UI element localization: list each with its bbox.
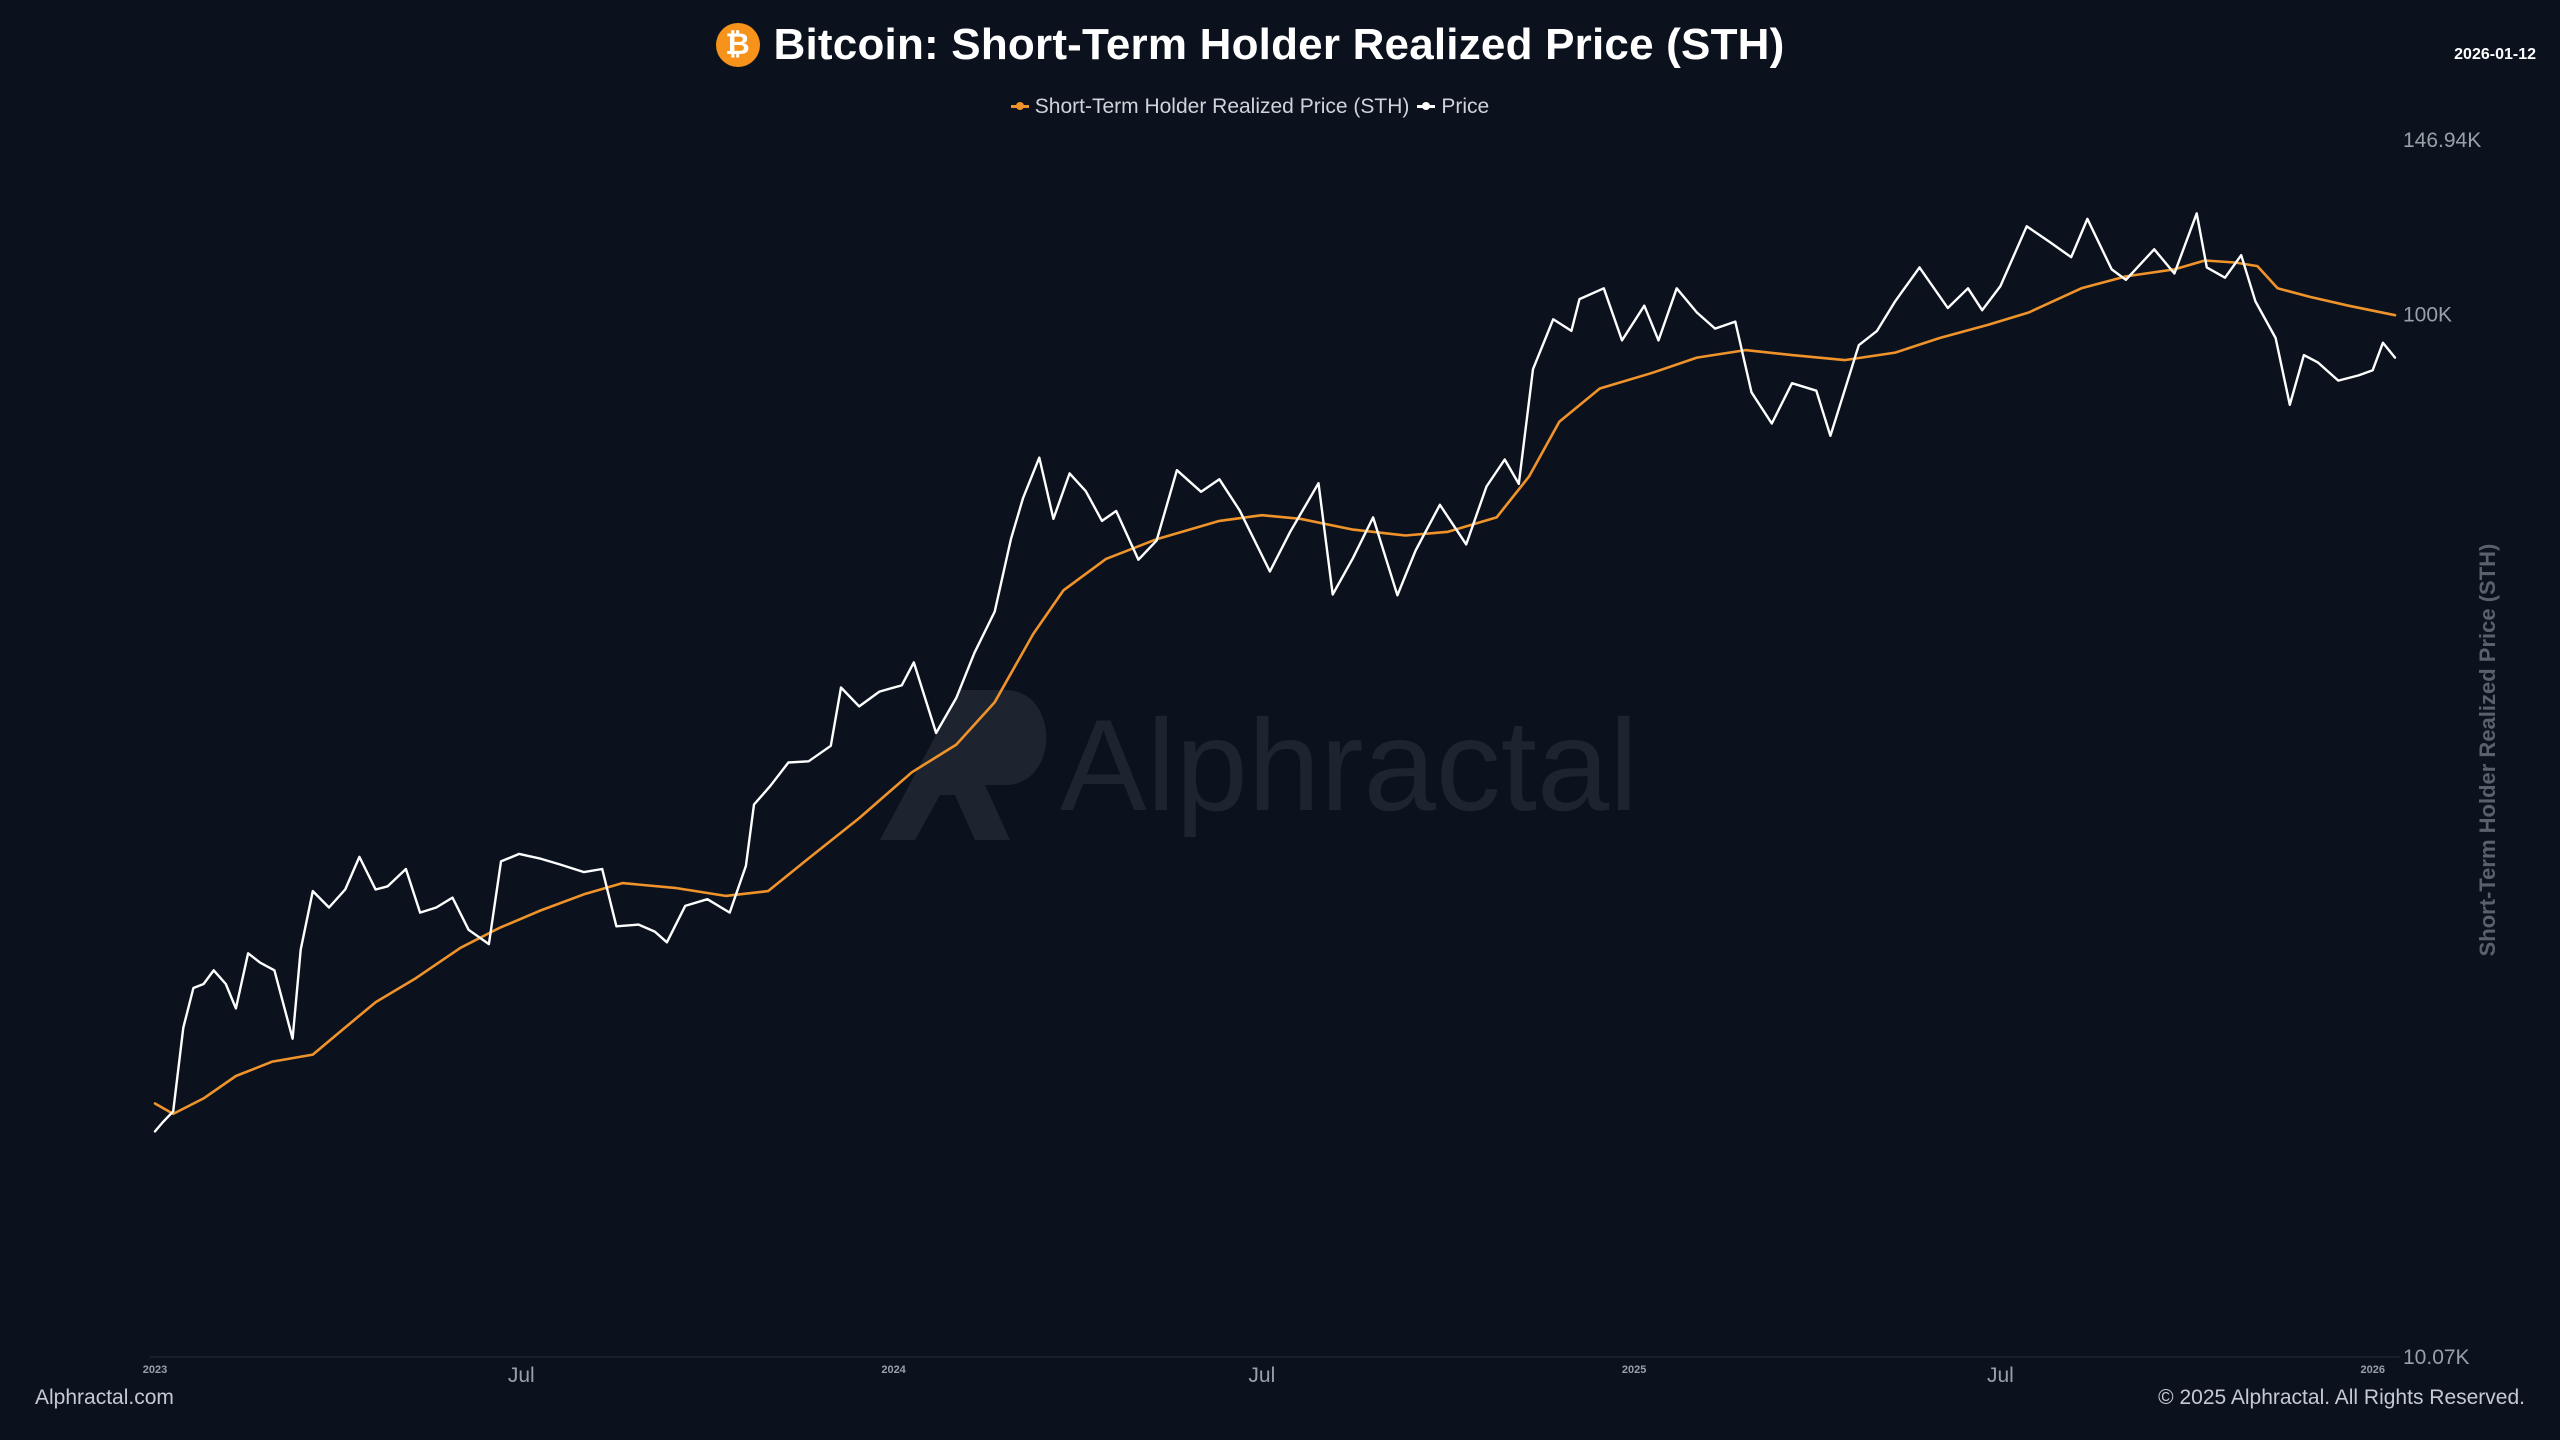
watermark-logo-icon (880, 690, 1047, 840)
footer-copyright: © 2025 Alphractal. All Rights Reserved. (2158, 1386, 2525, 1409)
x-tick-label: Jul (1248, 1364, 1275, 1387)
watermark: Alphractal (880, 690, 1638, 840)
legend-item-sth[interactable]: Short-Term Holder Realized Price (STH) (1010, 94, 1410, 119)
y-tick-label: 10.07K (2403, 1346, 2470, 1369)
legend-sth-marker-icon (1010, 102, 1029, 110)
y-tick-label: 100K (2403, 304, 2452, 327)
x-tick-label: Jul (508, 1364, 535, 1387)
y-tick-label: 146.94K (2403, 129, 2481, 152)
legend-price-marker-icon (1417, 102, 1436, 110)
x-tick-label: 2024 (881, 1364, 906, 1376)
x-axis-ticks: 2023 Jul 2024 Jul 2025 Jul 2026 (143, 1364, 2385, 1387)
x-tick-label: Jul (1987, 1364, 2014, 1387)
legend-item-price[interactable]: Price (1417, 95, 1489, 119)
y-axis-ticks: 146.94K 100K 10.07K (2403, 129, 2481, 1369)
legend-price-label: Price (1441, 94, 1490, 118)
chart-title: Bitcoin: Short-Term Holder Realized Pric… (773, 20, 1785, 69)
date-stamp: 2026-01-12 (2454, 46, 2536, 63)
series-layer (153, 212, 2397, 1133)
price-series-line[interactable] (153, 212, 2397, 1133)
chart-header: ₿ Bitcoin: Short-Term Holder Realized Pr… (0, 20, 2500, 70)
footer-site-link[interactable]: Alphractal.com (35, 1386, 174, 1409)
y-axis-title: Short-Term Holder Realized Price (STH) (2475, 543, 2500, 957)
sth-series-line[interactable] (153, 259, 2397, 1116)
x-tick-label: 2025 (1622, 1364, 1646, 1376)
watermark-text: Alphractal (1060, 692, 1638, 838)
legend-sth-label: Short-Term Holder Realized Price (STH) (1034, 94, 1410, 118)
x-tick-label: 2023 (143, 1364, 167, 1376)
bitcoin-logo-icon: ₿ (715, 23, 760, 67)
legend: Short-Term Holder Realized Price (STH) P… (0, 90, 2500, 119)
x-tick-label: 2026 (2360, 1364, 2384, 1376)
